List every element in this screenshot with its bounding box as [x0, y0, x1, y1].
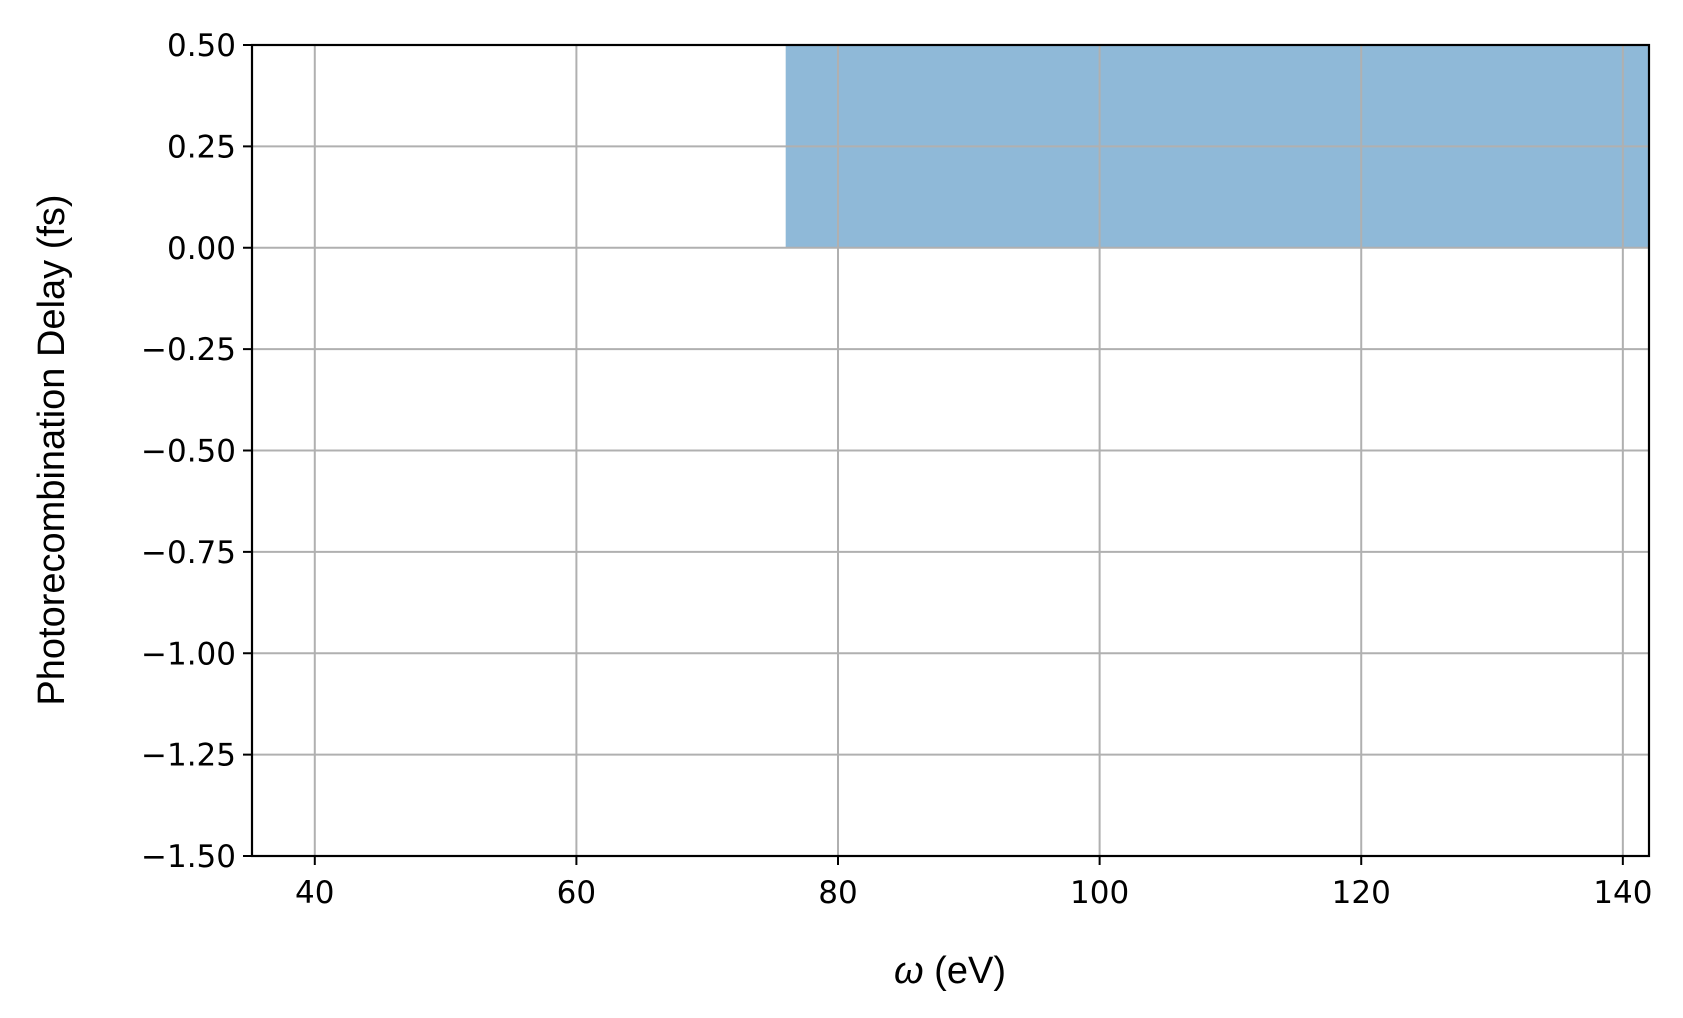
- x-axis-unit: (eV): [924, 950, 1006, 992]
- y-tick-label: 0.25: [167, 129, 236, 165]
- y-tick-label: −1.50: [141, 839, 236, 875]
- y-tick-label: −1.00: [141, 636, 236, 672]
- x-tick-label: 120: [1332, 875, 1391, 911]
- y-tick-label: −1.25: [141, 738, 236, 774]
- x-axis-symbol: ω: [894, 950, 924, 992]
- x-tick-label: 40: [295, 875, 334, 911]
- plot-frame: [250, 43, 1651, 858]
- x-tick-label: 140: [1593, 875, 1652, 911]
- y-tick-label: −0.75: [141, 535, 236, 571]
- x-axis-title: ω (eV): [894, 950, 1006, 992]
- x-tick-label: 80: [818, 875, 857, 911]
- y-tick-label: 0.00: [167, 231, 236, 267]
- x-tick-label: 100: [1070, 875, 1129, 911]
- y-tick-label: 0.50: [167, 28, 236, 64]
- y-tick-label: −0.50: [141, 434, 236, 470]
- plot-ticks-layer: 40 60 80 100 120 140 0.50 0.25 0.00 −0.25 −0.50 −0.…: [141, 28, 1652, 911]
- y-tick-label: −0.25: [141, 332, 236, 368]
- y-axis-title: Photorecombination Delay (fs): [31, 194, 73, 705]
- x-tick-label: 60: [557, 875, 596, 911]
